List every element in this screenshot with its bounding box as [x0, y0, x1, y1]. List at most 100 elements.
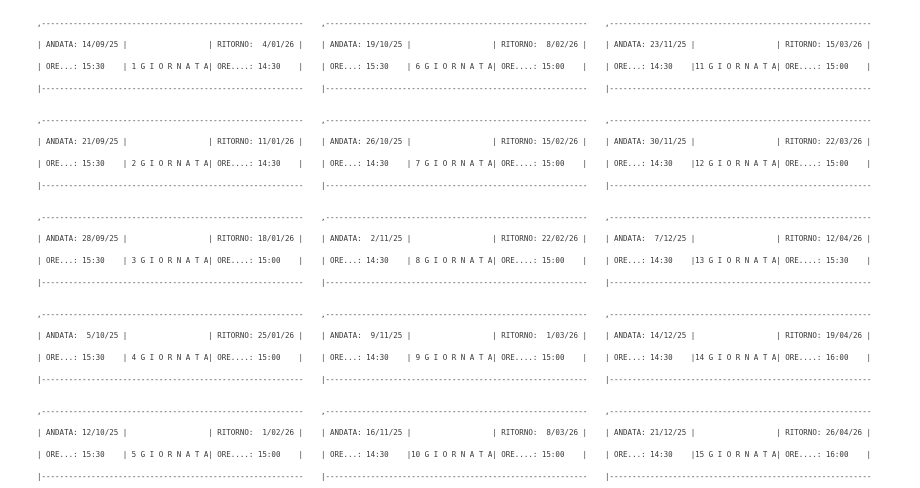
andata-date: 30/11/25 [650, 138, 687, 146]
ritorno-date: 15/03/26 [825, 41, 862, 49]
pipe-glyph: | [321, 63, 326, 71]
ore-ritorno-label: ORE....: [501, 451, 538, 459]
pipe-glyph: | [605, 41, 610, 49]
card-header-dates: | ANDATA: 16/11/25 | | RITORNO: 8/03/26 … [321, 429, 587, 436]
header-gap [673, 160, 687, 167]
pipe-glyph: | [298, 41, 303, 49]
pipe-glyph: | [582, 429, 587, 437]
ore-andata-label: ORE...: [614, 160, 646, 168]
pipe-glyph: | [37, 235, 42, 243]
pipe-glyph: | [298, 235, 303, 243]
andata-label: ANDATA: [330, 429, 362, 437]
pipe-glyph: | [492, 160, 497, 168]
andata-label: ANDATA: [614, 41, 646, 49]
pipe-glyph: | [122, 63, 128, 71]
card-header-times: | ORE...: 14:30 | 12 G I O R N A T A | O… [605, 160, 871, 167]
pipe-glyph: | [776, 160, 781, 168]
ore-andata-label: ORE...: [46, 160, 78, 168]
header-gap [280, 451, 294, 458]
ore-ritorno-label: ORE....: [785, 451, 822, 459]
pipe-glyph: | [208, 138, 213, 146]
andata-date: 19/10/25 [366, 41, 403, 49]
ritorno-date: 4/01/26 [262, 41, 294, 49]
card-header-dates: | ANDATA: 12/10/25 | | RITORNO: 1/02/26 … [37, 429, 303, 436]
ore-ritorno-label: ORE....: [501, 63, 538, 71]
pipe-glyph: | [122, 138, 128, 146]
header-spacer [695, 235, 776, 242]
ore-andata-value: 14:30 [650, 451, 673, 459]
andata-date: 21/09/25 [82, 138, 119, 146]
card-header-times: | ORE...: 14:30 | 14 G I O R N A T A | O… [605, 354, 871, 361]
pipe-glyph: | [406, 429, 412, 437]
ritorno-date: 12/04/26 [825, 235, 862, 243]
header-spacer [127, 332, 208, 339]
giornata-label: G I O R N A T A [424, 257, 493, 265]
ore-andata-label: ORE...: [614, 451, 646, 459]
pipe-glyph: | [492, 451, 497, 459]
giornata-card: ,---------------------------------------… [37, 296, 303, 384]
ore-ritorno-value: 15:00 [541, 354, 565, 362]
pipe-glyph: | [298, 332, 303, 340]
ritorno-label: RITORNO: [501, 429, 538, 437]
ritorno-label: RITORNO: [501, 41, 538, 49]
pipe-glyph: | [406, 41, 412, 49]
giornata-title: 14 G I O R N A T A [695, 354, 776, 361]
card-top-border: ,---------------------------------------… [605, 19, 871, 27]
pipe-glyph: | [37, 160, 42, 168]
giornata-card: ,---------------------------------------… [605, 296, 871, 384]
pipe-glyph: | [605, 63, 610, 71]
pipe-glyph: | [866, 235, 871, 243]
ritorno-label: RITORNO: [217, 138, 254, 146]
ore-andata-label: ORE...: [330, 160, 362, 168]
giornata-label: G I O R N A T A [708, 451, 777, 459]
giornata-title: 12 G I O R N A T A [695, 160, 776, 167]
ritorno-date: 22/03/26 [825, 138, 862, 146]
giornata-card: ,---------------------------------------… [605, 5, 871, 93]
ore-ritorno-value: 15:00 [541, 63, 565, 71]
ore-andata-label: ORE...: [614, 63, 646, 71]
ore-andata-value: 15:30 [82, 257, 105, 265]
ore-ritorno-label: ORE....: [217, 63, 254, 71]
ritorno-date: 1/03/26 [546, 332, 578, 340]
pipe-glyph: | [321, 332, 326, 340]
header-gap [105, 451, 119, 458]
header-gap [848, 451, 862, 458]
giornata-number: 13 [695, 257, 705, 265]
giornata-card: ,---------------------------------------… [321, 5, 587, 93]
pipe-glyph: | [776, 429, 781, 437]
pipe-glyph: | [776, 138, 781, 146]
andata-date: 23/11/25 [650, 41, 687, 49]
ore-ritorno-value: 15:00 [541, 257, 565, 265]
pipe-glyph: | [492, 235, 497, 243]
header-gap [848, 63, 862, 70]
card-header-times: | ORE...: 15:30 | 3 G I O R N A T A | OR… [37, 257, 303, 264]
andata-date: 26/10/25 [366, 138, 403, 146]
pipe-glyph: | [321, 429, 326, 437]
pipe-glyph: | [866, 257, 871, 265]
pipe-glyph: | [37, 41, 42, 49]
card-header-times: | ORE...: 14:30 | 11 G I O R N A T A | O… [605, 63, 871, 70]
pipe-glyph: | [321, 354, 326, 362]
card-header-dates: | ANDATA: 23/11/25 | | RITORNO: 15/03/26… [605, 41, 871, 48]
ore-ritorno-label: ORE....: [217, 257, 254, 265]
pipe-glyph: | [37, 63, 42, 71]
card-top-border: ,---------------------------------------… [321, 19, 587, 27]
header-gap [673, 354, 687, 361]
pipe-glyph: | [406, 235, 412, 243]
card-separator: |---------------------------------------… [321, 182, 587, 190]
giornata-number: 12 [695, 160, 705, 168]
ore-ritorno-value: 15:00 [541, 451, 565, 459]
ore-ritorno-label: ORE....: [785, 63, 822, 71]
header-gap [389, 354, 403, 361]
card-header-times: | ORE...: 14:30 | 15 G I O R N A T A | O… [605, 451, 871, 458]
pipe-glyph: | [605, 138, 610, 146]
pipe-glyph: | [866, 429, 871, 437]
card-separator: |---------------------------------------… [605, 376, 871, 384]
andata-label: ANDATA: [614, 429, 646, 437]
giornata-title: 8 G I O R N A T A [411, 257, 493, 265]
pipe-glyph: | [866, 63, 871, 71]
andata-date: 7/12/25 [654, 235, 687, 243]
card-separator: |---------------------------------------… [37, 85, 303, 93]
pipe-glyph: | [605, 235, 610, 243]
pipe-glyph: | [321, 451, 326, 459]
